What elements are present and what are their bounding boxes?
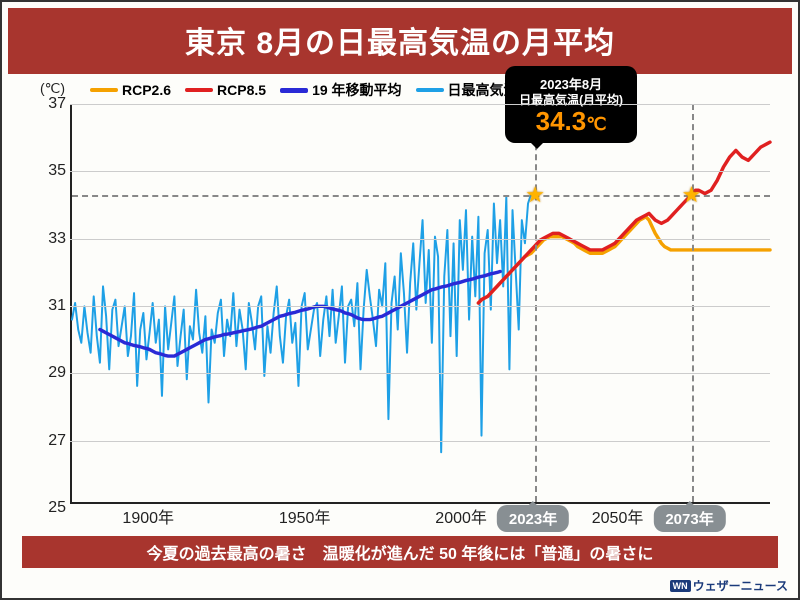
gridline <box>70 441 770 442</box>
y-tick-label: 27 <box>32 432 66 450</box>
star-icon: ★ <box>682 182 702 208</box>
legend: RCP2.6 RCP8.5 19 年移動平均 日最高気温の平均 <box>90 80 560 100</box>
y-tick-label: 29 <box>32 364 66 382</box>
x-tick-label: 1900年 <box>122 504 174 528</box>
x-tick-label: 2000年 <box>435 504 487 528</box>
y-tick-label: 33 <box>32 230 66 248</box>
gridline <box>70 373 770 374</box>
gridline <box>70 104 770 105</box>
legend-item-ma19: 19 年移動平均 <box>280 80 401 100</box>
reference-vline <box>535 104 537 502</box>
y-tick-label: 35 <box>32 162 66 180</box>
year-label-pill: 2073年 <box>653 505 725 532</box>
year-label-pill: 2023年 <box>497 505 569 532</box>
plot-svg <box>72 104 770 502</box>
reference-hline <box>72 195 770 197</box>
chart-container: 東京 8月の日最高気温の月平均 (℃) RCP2.6 RCP8.5 19 年移動… <box>0 0 800 600</box>
star-icon: ★ <box>525 182 545 208</box>
x-tick-label: 1950年 <box>279 504 331 528</box>
gridline <box>70 171 770 172</box>
plot-area: ★★ <box>70 104 770 504</box>
attribution: WNウェザーニュース <box>670 577 788 594</box>
series-observed <box>72 194 531 453</box>
chart-area: (℃) RCP2.6 RCP8.5 19 年移動平均 日最高気温の平均 ★★ 2… <box>12 72 788 536</box>
legend-item-rcp85: RCP8.5 <box>185 82 266 98</box>
y-tick-label: 37 <box>32 95 66 113</box>
chart-title: 東京 8月の日最高気温の月平均 <box>8 8 792 74</box>
reference-vline <box>692 104 694 502</box>
x-tick-label: 2050年 <box>592 504 644 528</box>
legend-item-rcp26: RCP2.6 <box>90 82 171 98</box>
gridline <box>70 306 770 307</box>
callout-value: 34.3℃ <box>519 106 623 137</box>
y-tick-label: 25 <box>32 499 66 517</box>
y-tick-label: 31 <box>32 297 66 315</box>
gridline <box>70 239 770 240</box>
bottom-caption: 今夏の過去最高の暑さ 温暖化が進んだ 50 年後には「普通」の暑さに <box>22 536 778 568</box>
